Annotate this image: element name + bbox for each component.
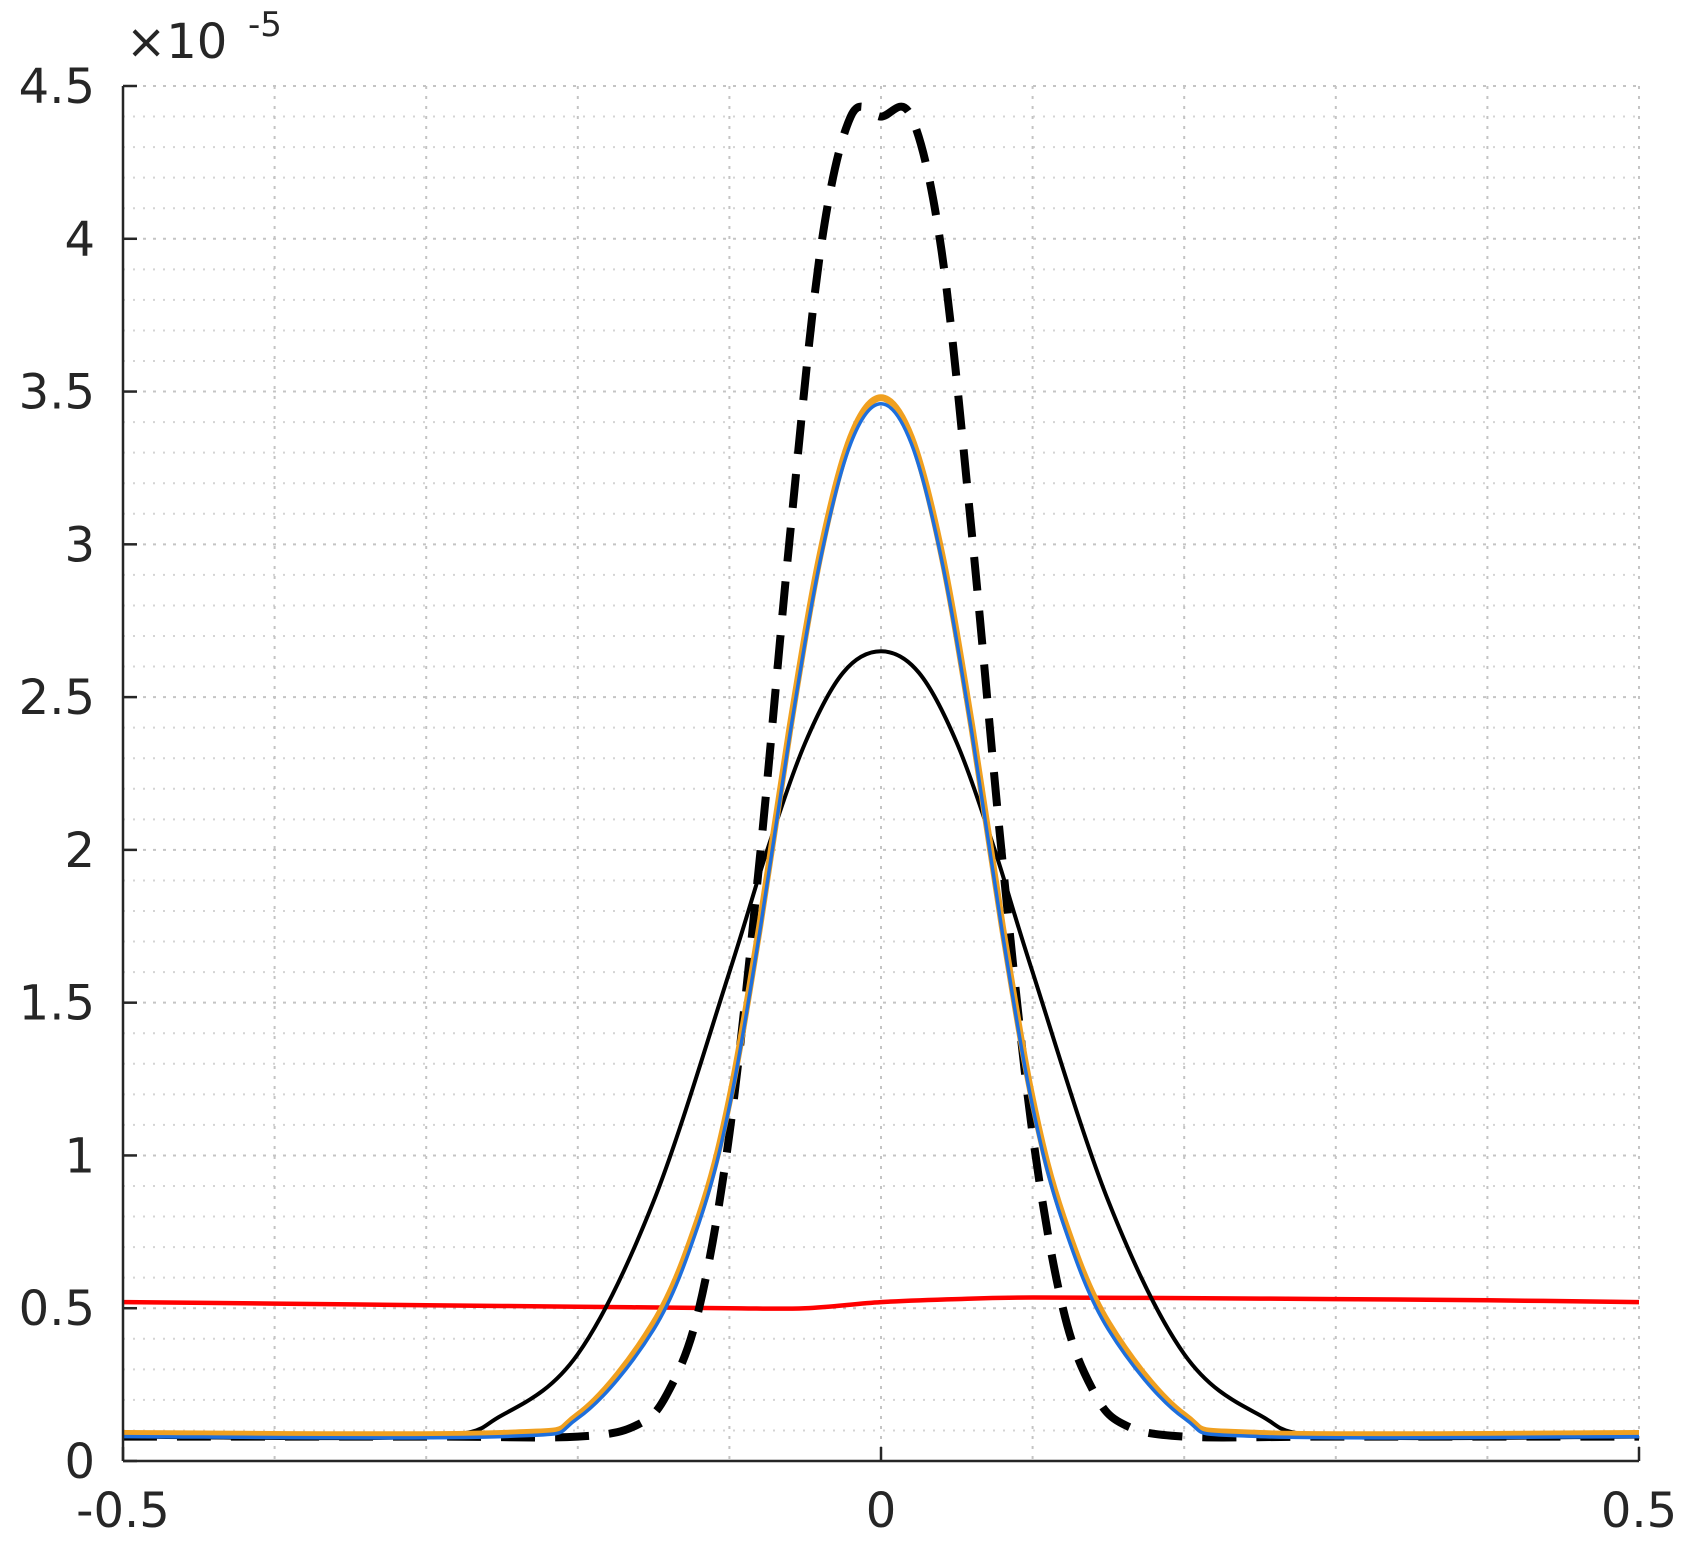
series-line-1 bbox=[122, 1295, 1640, 1311]
y-tick-label: 0.5 bbox=[19, 1281, 95, 1337]
y-exponent-power: -5 bbox=[248, 5, 282, 45]
y-exponent-base: ×10 bbox=[126, 14, 227, 70]
y-tick-label: 1.5 bbox=[19, 976, 95, 1032]
grid-layer bbox=[123, 85, 1640, 1461]
y-tick-label: 4 bbox=[64, 212, 95, 268]
y-tick-label: 3 bbox=[64, 517, 95, 573]
x-tick-label: 0 bbox=[866, 1483, 897, 1539]
x-tick-label: -0.5 bbox=[76, 1483, 170, 1539]
series-line-4 bbox=[122, 394, 1640, 1439]
series-layer bbox=[122, 102, 1640, 1442]
y-tick-label: 1 bbox=[64, 1128, 95, 1184]
tick-layer: 00.511.522.533.544.5-0.5 0 0.5 bbox=[19, 59, 1678, 1539]
y-tick-label: 4.5 bbox=[19, 59, 95, 115]
y-tick-label: 2 bbox=[64, 823, 95, 879]
axes-layer bbox=[121, 86, 1639, 1463]
y-tick-label: 0 bbox=[64, 1434, 95, 1490]
y-exponent-label: ×10 -5 bbox=[126, 5, 282, 70]
x-tick-label: 0.5 bbox=[1601, 1483, 1677, 1539]
series-line-3 bbox=[122, 649, 1640, 1441]
series-line-2 bbox=[122, 102, 1639, 1442]
y-tick-label: 2.5 bbox=[19, 670, 95, 726]
y-tick-label: 3.5 bbox=[19, 365, 95, 421]
series-line-5 bbox=[122, 402, 1640, 1440]
